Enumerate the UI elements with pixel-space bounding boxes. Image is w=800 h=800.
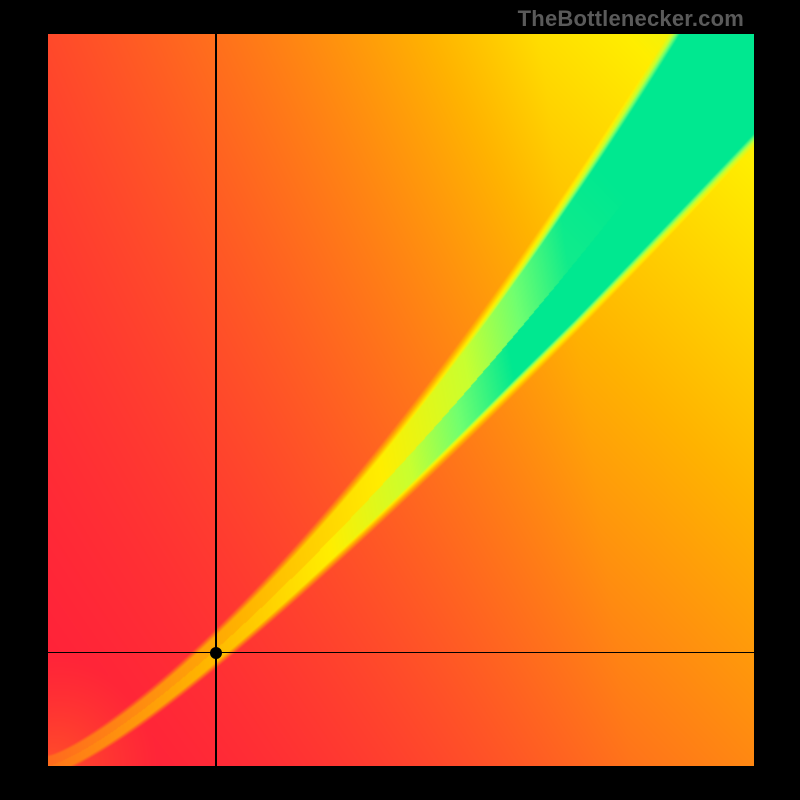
watermark-text: TheBottlenecker.com (518, 6, 744, 32)
crosshair-horizontal (48, 652, 754, 653)
bottleneck-heatmap (48, 34, 754, 766)
crosshair-marker (210, 647, 222, 659)
